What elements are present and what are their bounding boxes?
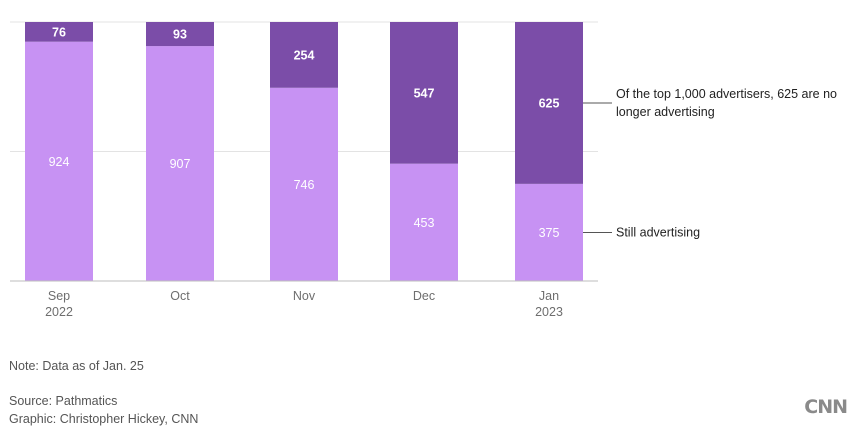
stacked-bar-chart: 924 76 907 93 746 254 453 547 375 625 Sep 2022 Oct No… [10, 21, 837, 319]
bar-segment [146, 22, 214, 47]
data-label: 254 [294, 48, 315, 62]
data-label: 76 [52, 25, 66, 39]
data-label: 93 [173, 28, 187, 42]
x-tick-label: Jan [539, 289, 559, 303]
annotation-text: Of the top 1,000 advertisers, 625 are no… [616, 87, 837, 119]
cnn-logo: CNN [804, 396, 848, 418]
bar-segment [25, 41, 93, 282]
x-tick-label: Dec [413, 289, 435, 303]
note-text: Note: Data as of Jan. 25 [9, 359, 144, 373]
bar-segment [270, 22, 338, 88]
x-tick-label: Nov [293, 289, 316, 303]
data-label: 746 [294, 178, 315, 192]
bar-segment [270, 87, 338, 281]
bar-segment [25, 22, 93, 42]
bar-segment [146, 46, 214, 281]
annotation-text: Still advertising [616, 225, 700, 239]
bar-segment [515, 22, 583, 184]
x-tick-label: Oct [170, 289, 190, 303]
bar-segment [390, 22, 458, 164]
source-text: Source: Pathmatics [9, 394, 118, 408]
x-tick-label: 2022 [45, 305, 73, 319]
data-label: 924 [49, 155, 70, 169]
credit-text: Graphic: Christopher Hickey, CNN [9, 412, 199, 426]
data-label: 375 [539, 226, 560, 240]
data-label: 625 [539, 96, 560, 110]
data-label: 547 [414, 86, 435, 100]
bar-segment [390, 163, 458, 281]
bar-segment [515, 183, 583, 281]
x-tick-label: Sep [48, 289, 70, 303]
data-label: 453 [414, 216, 435, 230]
x-tick-label: 2023 [535, 305, 563, 319]
data-label: 907 [170, 157, 191, 171]
